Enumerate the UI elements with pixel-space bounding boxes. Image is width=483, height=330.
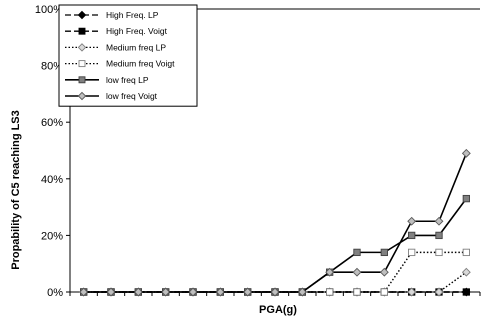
series-5	[80, 194, 470, 296]
data-point	[434, 287, 444, 297]
data-point	[243, 287, 253, 297]
data-point	[408, 248, 416, 257]
y-tick-label: 100%	[35, 4, 63, 16]
data-point	[407, 287, 417, 297]
data-point	[408, 231, 416, 240]
data-point	[461, 267, 471, 277]
series-line	[83, 198, 467, 293]
data-point	[297, 287, 307, 297]
legend-swatch-marker	[78, 76, 86, 84]
y-tick-label: 20%	[41, 230, 63, 242]
data-point	[133, 287, 143, 297]
data-point	[380, 288, 388, 296]
y-tick-label: 80%	[41, 61, 63, 73]
legend-label: High Freq. LP	[106, 10, 159, 20]
data-point	[462, 194, 470, 203]
legend-entry: low freq LP	[65, 75, 149, 85]
legend-entry: low freq Voigt	[65, 91, 158, 101]
series-6	[79, 148, 471, 297]
legend-entry: Medium freq LP	[65, 42, 166, 52]
legend-label: low freq LP	[106, 75, 149, 85]
data-point	[326, 288, 334, 296]
data-point	[434, 216, 444, 226]
legend-swatch-marker	[77, 10, 87, 20]
data-point	[161, 287, 171, 297]
data-point	[188, 287, 198, 297]
series-layer	[79, 148, 471, 297]
legend-layer: High Freq. LP High Freq. Voigt Medium freq…	[58, 4, 198, 107]
y-tick-label: 40%	[41, 174, 63, 186]
legend-entry: High Freq. LP	[65, 10, 159, 20]
data-point	[353, 288, 361, 296]
data-point	[461, 148, 471, 158]
legend-swatch-marker	[77, 43, 87, 52]
data-point	[462, 288, 470, 296]
legend-swatch-marker	[78, 60, 86, 68]
legend-label: Medium freq LP	[106, 42, 166, 52]
data-point	[215, 287, 225, 297]
data-point	[106, 287, 116, 297]
legend-entry: Medium freq Voigt	[65, 59, 175, 69]
legend-box	[58, 4, 198, 107]
data-point	[79, 287, 89, 297]
legend-label: High Freq. Voigt	[106, 26, 168, 36]
data-point	[379, 267, 389, 277]
data-point	[435, 248, 443, 257]
data-point	[462, 248, 470, 257]
data-point	[325, 267, 335, 277]
legend-label: Medium freq Voigt	[106, 59, 175, 69]
data-point	[435, 231, 443, 240]
y-axis-title: Propability of C5 reaching LS3	[10, 110, 22, 270]
data-point	[270, 287, 280, 297]
data-point	[353, 248, 361, 257]
y-tick-label: 0%	[47, 287, 63, 299]
data-point	[380, 248, 388, 257]
y-tick-label: 60%	[41, 117, 63, 129]
legend-swatch-marker	[77, 91, 87, 101]
data-point	[407, 216, 417, 226]
legend-swatch-marker	[78, 27, 86, 35]
data-point	[352, 267, 362, 277]
legend-label: low freq Voigt	[106, 91, 158, 101]
x-axis-title: PGA(g)	[259, 304, 297, 316]
legend-entry: High Freq. Voigt	[65, 26, 168, 36]
series-line	[83, 251, 467, 293]
